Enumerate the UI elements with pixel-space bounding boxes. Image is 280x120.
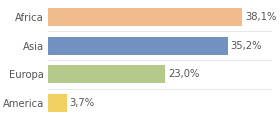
Text: 38,1%: 38,1% <box>245 12 276 22</box>
Bar <box>48 8 242 26</box>
Text: 23,0%: 23,0% <box>168 69 199 79</box>
Bar <box>48 94 67 112</box>
Text: 35,2%: 35,2% <box>230 41 262 51</box>
Bar <box>48 66 165 83</box>
Bar <box>48 37 228 54</box>
Text: 3,7%: 3,7% <box>70 98 95 108</box>
